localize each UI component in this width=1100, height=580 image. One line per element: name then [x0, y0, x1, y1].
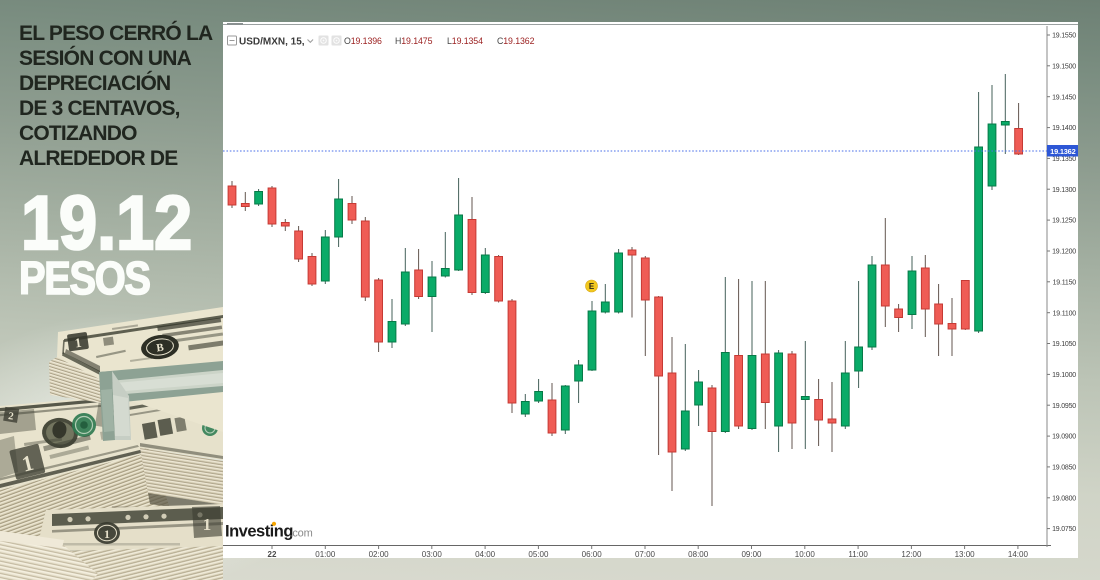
svg-text:1: 1 [74, 335, 83, 351]
svg-text:1: 1 [104, 527, 110, 541]
svg-text:01:00: 01:00 [315, 550, 336, 559]
svg-text:1: 1 [203, 515, 212, 534]
svg-text:19.1500: 19.1500 [1052, 63, 1076, 70]
svg-text:19.1350: 19.1350 [1052, 156, 1076, 163]
svg-text:19.0800: 19.0800 [1052, 495, 1076, 502]
svg-text:06:00: 06:00 [582, 550, 603, 559]
svg-text:03:00: 03:00 [422, 550, 443, 559]
svg-text:L19.1354: L19.1354 [447, 36, 483, 46]
svg-text:19.0900: 19.0900 [1052, 434, 1076, 441]
svg-text:19.0850: 19.0850 [1052, 465, 1076, 472]
svg-text:19.1150: 19.1150 [1053, 279, 1077, 286]
svg-text:19.1050: 19.1050 [1052, 341, 1076, 348]
svg-text:11:00: 11:00 [848, 550, 868, 559]
svg-text:19.1450: 19.1450 [1052, 94, 1076, 101]
svg-text:O19.1396: O19.1396 [344, 36, 382, 46]
svg-text:04:00: 04:00 [475, 550, 496, 559]
svg-text:19.0750: 19.0750 [1052, 526, 1076, 533]
svg-text:07:00: 07:00 [635, 550, 656, 559]
svg-text:E: E [589, 282, 595, 291]
svg-text:19.0950: 19.0950 [1052, 403, 1076, 410]
svg-text:09:00: 09:00 [741, 550, 762, 559]
svg-text:.com: .com [290, 528, 313, 540]
svg-text:22: 22 [268, 550, 277, 559]
svg-text:19.1200: 19.1200 [1052, 249, 1076, 256]
svg-text:C19.1362: C19.1362 [497, 36, 535, 46]
svg-text:B: B [156, 341, 166, 354]
svg-text:19.1400: 19.1400 [1052, 125, 1076, 132]
svg-text:05:00: 05:00 [528, 550, 549, 559]
svg-text:2: 2 [7, 411, 14, 423]
svg-text:08:00: 08:00 [688, 550, 709, 559]
svg-text:19.1100: 19.1100 [1053, 310, 1077, 317]
svg-text:19.1362: 19.1362 [1050, 147, 1075, 156]
svg-text:02:00: 02:00 [369, 550, 390, 559]
svg-text:19.1550: 19.1550 [1052, 33, 1076, 40]
svg-text:13:00: 13:00 [955, 550, 976, 559]
svg-text:H19.1475: H19.1475 [395, 36, 433, 46]
svg-text:19.1000: 19.1000 [1052, 372, 1076, 379]
svg-text:USD/MXN, 15,: USD/MXN, 15, [239, 36, 305, 47]
svg-text:19.1250: 19.1250 [1052, 218, 1076, 225]
svg-text:Investing: Investing [225, 523, 293, 541]
svg-text:14:00: 14:00 [1008, 550, 1029, 559]
svg-text:12:00: 12:00 [901, 550, 922, 559]
svg-text:19.1300: 19.1300 [1052, 187, 1076, 194]
svg-text:10:00: 10:00 [795, 550, 816, 559]
